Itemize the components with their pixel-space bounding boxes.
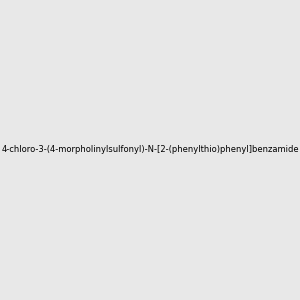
Text: 4-chloro-3-(4-morpholinylsulfonyl)-N-[2-(phenylthio)phenyl]benzamide: 4-chloro-3-(4-morpholinylsulfonyl)-N-[2-… <box>1 146 299 154</box>
